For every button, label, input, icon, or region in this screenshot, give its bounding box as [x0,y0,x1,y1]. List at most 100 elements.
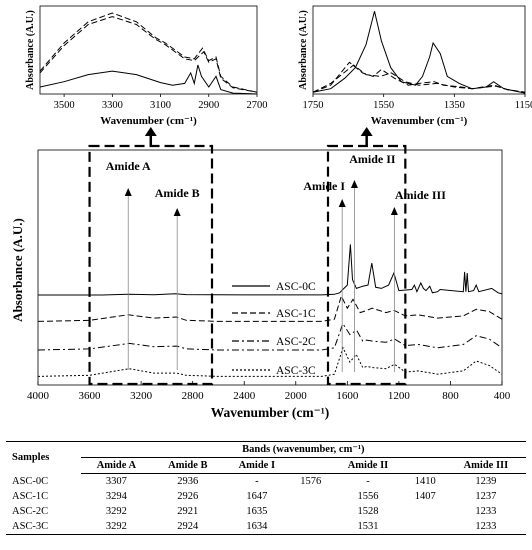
sample-cell: ASC-2C [12,506,49,517]
spectrum-line-asc-3c [37,346,503,377]
x-tick-label: 3200 [130,390,153,402]
column-header: Amide B [152,457,224,474]
annotation-label: Amide I [303,179,345,193]
sample-cell: ASC-0C [12,475,49,487]
column-header: Amide A [80,457,153,474]
inset-spectrum-line-asc-2c [312,64,526,93]
table-cell: 1410 [414,476,436,487]
inset-x-tick-label: 1150 [515,100,532,111]
inset-x-tick-label: 1350 [444,100,465,111]
table-cell: 1239 [475,476,497,487]
inset-x-tick-label: 3100 [150,100,171,111]
annotation-label: Amide II [349,152,396,166]
column-header [290,457,332,474]
inset-x-tick-label: 1750 [303,100,324,111]
x-tick-label: 2800 [182,390,205,402]
column-header: Amide III [445,457,526,474]
table-cell: 2926 [177,491,199,502]
inset-spectrum-line-asc-0c [312,11,526,94]
table-cell: 1233 [445,519,526,535]
left-inset-chart: 3500 3300 3100 2900 2700 Wavenumber (cm⁻¹) Abs… [25,5,268,127]
table-row: ASC-2C 3292 2921 1635 1528 1233 [6,504,526,519]
inset-spectrum-line-asc-1c [39,12,258,93]
spectrum-line-asc-1c [37,294,503,322]
column-header: Amide II [331,457,405,474]
inset-frame [312,5,526,95]
table-cell: 2921 [177,506,199,517]
table-cell: 1237 [475,491,497,502]
zoom-arrow-head [360,127,373,136]
annotation-arrow-head [173,208,181,216]
inset-x-tick-label: 3500 [54,100,75,111]
x-tick-label: 400 [494,390,511,402]
table-cell: 1647 [246,491,268,502]
table-row: ASC-0C 3307 2936 - 1576 - 1410 1239 [6,474,526,490]
table-row: ASC-1C 3294 2926 1647 1556 1407 1237 [6,489,526,504]
spectrum-line-asc-0c [38,244,503,296]
main-spectrum-chart: 4000 3600 3200 2800 2400 2000 1600 1200 800 400 Wa… [10,127,511,420]
annotation-arrow-head [390,207,398,215]
samples-header: Samples [6,441,81,474]
inset-frame [39,5,258,95]
table-cell: 1634 [223,519,291,535]
ftir-figure: 3500 3300 3100 2900 2700 Wavenumber (cm⁻¹) Abs… [10,5,532,420]
inset-x-tick-label: 3300 [102,100,123,111]
bands-table: Samples Bands (wavenumber, cm⁻¹) Amide A… [6,441,526,535]
sample-cell: ASC-3C [6,519,81,535]
inset-x-axis-label: Wavenumber (cm⁻¹) [371,115,468,127]
column-header: Amide I [223,457,291,474]
y-axis-label: Absorbance (A.U.) [10,218,25,322]
table-cell: - [366,476,370,487]
x-tick-label: 800 [442,390,459,402]
table-cell: 3307 [105,476,127,487]
x-tick-label: 4000 [27,390,50,402]
spectrum-line-asc-2c [37,322,503,351]
table-row: ASC-3C 3292 2924 1634 1531 1233 [6,519,526,535]
table-cell [290,504,331,519]
x-tick-label: 3600 [79,390,102,402]
inset-x-tick-label: 2700 [247,100,268,111]
legend-label: ASC-3C [276,365,316,377]
annotation-arrow-head [338,199,346,207]
zoom-arrow-head [144,127,157,136]
annotation-label: Amide A [106,159,151,173]
table-cell: 1635 [246,506,268,517]
bands-table-container: Samples Bands (wavenumber, cm⁻¹) Amide A… [6,441,526,535]
table-cell [290,519,332,535]
table-cell [404,519,446,535]
plot-frame [37,149,503,386]
inset-x-axis-label: Wavenumber (cm⁻¹) [100,115,197,127]
x-tick-label: 1200 [388,390,411,402]
bands-title: Bands (wavenumber, cm⁻¹) [80,441,526,458]
inset-x-tick-label: 2900 [198,100,219,111]
sample-cell: ASC-1C [12,491,49,502]
inset-x-tick-label: 1550 [373,100,394,111]
table-cell: 1233 [475,506,497,517]
inset-y-axis-label: Absorbance (A.U.) [25,10,36,90]
annotation-label: Amide B [155,186,200,200]
table-cell: 2936 [177,476,199,487]
annotation-arrow-head [350,180,358,188]
table-cell: 1576 [300,476,322,487]
inset-spectrum-line-asc-0c [39,64,258,95]
inset-y-axis-label: Absorbance (A.U.) [298,10,309,90]
x-tick-label: 2400 [233,390,256,402]
x-axis-label: Wavenumber (cm⁻¹) [211,405,330,420]
legend-label: ASC-2C [276,336,316,348]
table-cell [290,489,331,504]
table-cell: 3292 [105,506,127,517]
inset-spectrum-line-asc-1c [312,61,526,93]
legend-label: ASC-1C [276,308,316,320]
table-cell: 3294 [105,491,127,502]
table-cell: 1531 [331,519,405,535]
inset-spectrum-line-asc-2c [39,16,258,93]
x-tick-label: 1600 [336,390,359,402]
table-cell: 3292 [80,519,153,535]
zoom-box [88,144,214,386]
annotation-label: Amide III [395,188,446,202]
table-cell: 1407 [414,491,436,502]
table-cell: 1528 [357,506,379,517]
legend-label: ASC-0C [276,281,316,293]
column-header [404,457,446,474]
table-cell: - [255,476,259,487]
